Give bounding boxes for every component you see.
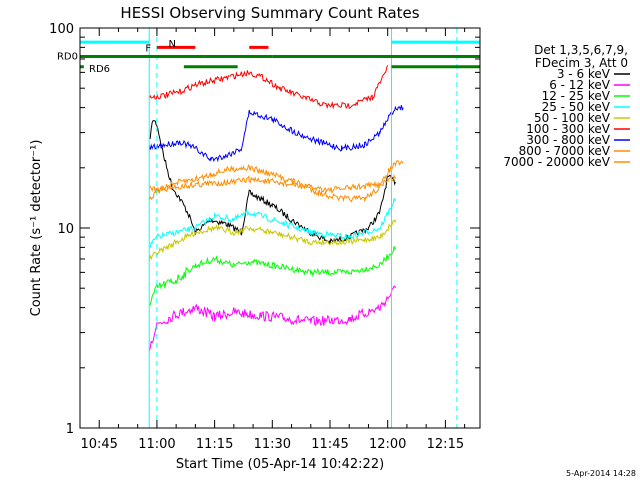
series-line-4	[148, 219, 396, 261]
chart-title: HESSI Observing Summary Count Rates	[120, 4, 419, 22]
legend-header-line-1: Det 1,3,5,6,7,9,	[534, 43, 628, 57]
x-axis-label: Start Time (05-Apr-14 10:42:22)	[176, 457, 384, 472]
x-tick-label-3: 11:30	[254, 437, 291, 452]
flag-label-f: F	[145, 43, 151, 54]
x-tick-label-5: 12:00	[369, 437, 406, 452]
flag-annotations: N F RD0 RD6	[57, 28, 480, 428]
legend-label-3: 25 - 50 keV	[542, 100, 611, 114]
legend-header-line-2: FDecim 3, Att 0	[535, 56, 628, 70]
series-line-2	[149, 246, 396, 306]
legend: Det 1,3,5,6,7,9, FDecim 3, Att 0 3 - 6 k…	[503, 43, 630, 169]
y-tick-label-1: 10	[57, 222, 74, 237]
plot-area	[148, 65, 404, 352]
y-tick-label-2: 100	[49, 22, 74, 37]
series-line-1	[148, 285, 396, 352]
footer-date: 5-Apr-2014 14:28	[566, 469, 636, 478]
y-axis: 1 10 100	[49, 22, 480, 437]
flag-label-rd6: RD6	[89, 64, 110, 75]
legend-label-0: 3 - 6 keV	[557, 67, 611, 81]
x-axis: 10:45 11:00 11:15 11:30 11:45 12:00 12:15	[80, 28, 466, 452]
legend-label-5: 100 - 300 keV	[526, 122, 610, 136]
x-tick-label-1: 11:00	[138, 437, 175, 452]
legend-label-2: 12 - 25 keV	[542, 89, 611, 103]
legend-label-1: 6 - 12 keV	[549, 78, 611, 92]
series-line-7	[148, 160, 404, 203]
flag-label-n: N	[168, 39, 175, 50]
legend-label-4: 50 - 100 keV	[534, 111, 611, 125]
series-line-3	[148, 197, 396, 248]
y-tick-label-0: 1	[66, 422, 74, 437]
series-line-6	[148, 105, 404, 163]
series-line-0	[149, 120, 396, 245]
x-tick-label-6: 12:15	[427, 437, 464, 452]
x-tick-label-4: 11:45	[311, 437, 348, 452]
flag-label-rd0: RD0	[57, 52, 78, 63]
series-line-5	[148, 65, 389, 110]
x-tick-label-0: 10:45	[80, 437, 117, 452]
y-axis-label: Count Rate (s⁻¹ detector⁻¹)	[29, 140, 44, 317]
legend-label-6: 300 - 800 keV	[526, 133, 610, 147]
legend-label-8: 7000 - 20000 keV	[503, 155, 610, 169]
series-line-8	[149, 173, 396, 195]
legend-label-7: 800 - 7000 keV	[519, 144, 611, 158]
x-tick-label-2: 11:15	[196, 437, 233, 452]
